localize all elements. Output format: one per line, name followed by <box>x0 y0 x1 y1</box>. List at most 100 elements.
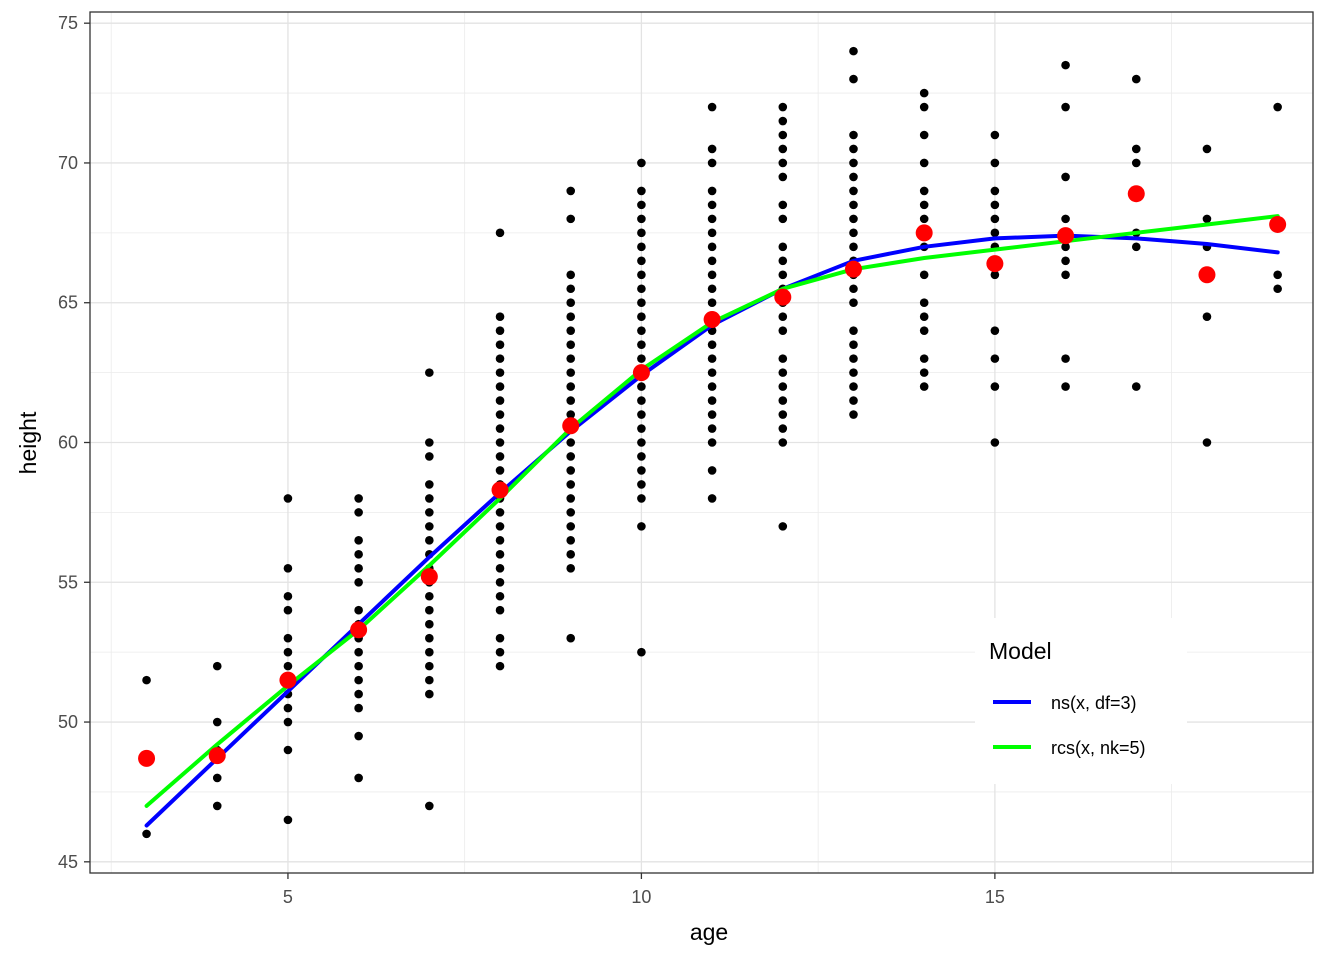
raw-point <box>707 102 717 112</box>
raw-point <box>919 354 929 363</box>
mean-point <box>986 255 1004 273</box>
raw-point <box>778 368 788 377</box>
mean-point <box>703 311 721 328</box>
y-tick-label: 50 <box>58 712 78 732</box>
raw-point <box>990 214 1000 224</box>
raw-point <box>707 284 717 294</box>
raw-point <box>778 130 788 140</box>
raw-point <box>354 536 363 545</box>
raw-point <box>495 633 505 643</box>
raw-point <box>919 88 929 98</box>
raw-point <box>707 410 717 419</box>
raw-point <box>1202 312 1212 322</box>
raw-point <box>778 410 788 419</box>
mean-point <box>1198 266 1216 284</box>
raw-point <box>566 550 576 559</box>
raw-point <box>778 354 788 363</box>
raw-point <box>1273 102 1282 112</box>
raw-point <box>1061 242 1070 252</box>
mean-point <box>1057 227 1075 245</box>
raw-point <box>849 130 858 140</box>
raw-point <box>637 186 646 196</box>
raw-point <box>707 200 717 210</box>
raw-point <box>354 647 363 657</box>
raw-point <box>778 522 788 531</box>
raw-point <box>778 256 788 266</box>
raw-point <box>425 438 434 447</box>
raw-point <box>637 522 646 531</box>
raw-point <box>919 102 929 112</box>
legend: Model ns(x, df=3) rcs(x, nk=5) <box>975 618 1187 784</box>
raw-point <box>495 466 505 475</box>
raw-point <box>637 452 646 461</box>
raw-point <box>707 466 717 475</box>
raw-point <box>707 368 717 377</box>
raw-point <box>707 298 717 308</box>
raw-point <box>425 647 434 657</box>
raw-point <box>566 312 576 322</box>
raw-point <box>1131 144 1141 154</box>
axes: 5 10 15 45 50 55 60 65 70 75 <box>58 13 1005 907</box>
raw-point <box>142 829 151 839</box>
raw-point <box>707 424 717 433</box>
y-tick-label: 55 <box>58 572 78 592</box>
raw-point <box>212 661 222 671</box>
y-tick-label: 75 <box>58 13 78 33</box>
mean-point <box>1269 215 1287 233</box>
raw-point <box>707 438 717 447</box>
raw-point <box>637 326 646 335</box>
raw-point <box>495 522 505 531</box>
raw-point <box>778 312 788 322</box>
raw-point <box>707 228 717 238</box>
raw-point <box>778 438 788 447</box>
raw-point <box>849 368 858 377</box>
raw-point <box>425 508 434 517</box>
raw-point <box>1273 284 1282 294</box>
raw-point <box>707 186 717 196</box>
raw-point <box>849 228 858 238</box>
raw-point <box>778 116 788 126</box>
mean-point <box>279 671 297 689</box>
raw-point <box>637 438 646 447</box>
raw-point <box>495 424 505 433</box>
raw-point <box>425 480 434 489</box>
raw-point <box>919 270 929 280</box>
y-tick-label: 60 <box>58 433 78 453</box>
y-tick-label: 65 <box>58 293 78 313</box>
raw-point <box>849 172 858 182</box>
raw-point <box>283 717 293 727</box>
raw-point <box>354 675 363 685</box>
x-tick-label: 15 <box>985 887 1005 907</box>
raw-point <box>849 284 858 294</box>
raw-point <box>283 815 293 825</box>
raw-point <box>354 577 363 587</box>
raw-point <box>990 270 1000 280</box>
y-tick-label: 70 <box>58 153 78 173</box>
raw-point <box>707 382 717 391</box>
raw-point <box>849 74 858 84</box>
raw-point <box>778 102 788 112</box>
raw-point <box>990 438 1000 447</box>
raw-point <box>283 591 293 601</box>
raw-point <box>566 494 576 503</box>
raw-point <box>566 633 576 643</box>
raw-point <box>707 340 717 349</box>
raw-point <box>637 200 646 210</box>
raw-point <box>354 731 363 741</box>
raw-point <box>919 312 929 322</box>
raw-point <box>1061 270 1070 280</box>
x-tick-label: 5 <box>283 887 293 907</box>
raw-point <box>283 563 293 573</box>
raw-point <box>495 591 505 601</box>
raw-point <box>425 452 434 461</box>
raw-point <box>707 144 717 154</box>
raw-point <box>495 312 505 322</box>
raw-point <box>283 494 293 503</box>
raw-point <box>707 158 717 168</box>
raw-point <box>849 354 858 363</box>
raw-point <box>637 214 646 224</box>
raw-point <box>495 536 505 545</box>
raw-point <box>283 745 293 755</box>
raw-point <box>1061 172 1070 182</box>
